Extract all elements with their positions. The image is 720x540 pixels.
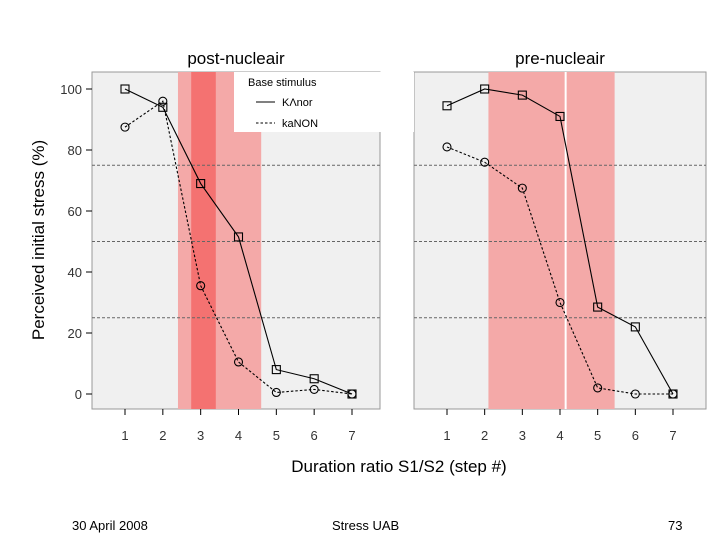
- panel-2-series-2-point-5: [593, 383, 603, 393]
- panel-2-x-tick-label-1: 1: [443, 428, 450, 443]
- panel-1-title: post-nucleair: [187, 49, 285, 68]
- footer-title: Stress UAB: [332, 518, 400, 533]
- panel-1-x-tick-label-6: 6: [311, 428, 318, 443]
- panel-1-x-tick-label-3: 3: [197, 428, 204, 443]
- panel-2-series-1-point-1: [442, 101, 452, 111]
- y-tick-label-100: 100: [60, 82, 82, 97]
- panel-1-series-2-point-5: [271, 387, 281, 398]
- panel-1-series-2-point-4: [233, 357, 244, 367]
- footer-date: 30 April 2008: [72, 518, 148, 533]
- panel-1-x-tick-label-7: 7: [348, 428, 355, 443]
- panel-1-x-tick-label-4: 4: [235, 428, 242, 443]
- panel-2-series-2-point-1: [442, 142, 452, 152]
- panel-2-series-1-point-3: [517, 90, 527, 100]
- panel-2-series-line-1: [446, 88, 674, 395]
- panel-1-series-1-point-3: [196, 179, 206, 189]
- panel-2-x-tick-label-6: 6: [632, 428, 639, 443]
- panel-1-series-1-point-1: [120, 84, 130, 94]
- panel-2-series-2-point-4: [555, 297, 565, 308]
- panel-2-series-2-point-3: [517, 183, 527, 193]
- panel-2-series-1-point-6: [630, 322, 640, 332]
- panel-1-series-2-point-6: [309, 384, 319, 394]
- y-tick-label-20: 20: [68, 326, 82, 341]
- panel-2-series-1-point-4: [555, 111, 565, 121]
- panel-1-x-tick-label-1: 1: [121, 428, 128, 443]
- legend-label-1: KΛnor: [282, 97, 313, 109]
- panel-2-x-tick-label-2: 2: [481, 428, 488, 443]
- panel-1-series-2-point-3: [196, 281, 206, 291]
- panel-2-x-tick-label-4: 4: [556, 428, 563, 443]
- panel-2-series-line-2: [446, 146, 673, 395]
- panel-2-x-tick-label-3: 3: [519, 428, 526, 443]
- footer-page-number: 73: [668, 518, 683, 533]
- panel-1-series-2-point-1: [120, 122, 130, 132]
- panel-1-series-line-2: [124, 100, 353, 395]
- panel-1-series-1-point-2: [158, 102, 168, 112]
- panel-2-x-tick-label-5: 5: [594, 428, 601, 443]
- panel-2-series-2-point-7: [668, 389, 678, 399]
- panel-1-series-2-point-7: [347, 389, 357, 399]
- panel-1-x-tick-label-5: 5: [273, 428, 280, 443]
- panel-1-series-1-point-4: [233, 232, 244, 242]
- x-axis-label: Duration ratio S1/S2 (step #): [291, 457, 506, 476]
- panel-2-shaded-band-1: [488, 72, 615, 409]
- y-tick-label-40: 40: [68, 265, 82, 280]
- y-tick-label-0: 0: [75, 387, 82, 402]
- y-axis-label: Perceived initial stress (%): [29, 140, 48, 340]
- panel-1-series-1-point-5: [271, 365, 281, 375]
- y-tick-label-60: 60: [68, 204, 82, 219]
- panel-1-series-line-1: [124, 88, 353, 395]
- panel-2-series-1-point-5: [593, 302, 603, 312]
- panel-2-series-2-point-6: [630, 389, 640, 399]
- panel-1-x-tick-label-2: 2: [159, 428, 166, 443]
- panel-2-title: pre-nucleair: [515, 49, 605, 68]
- panel-1-series-1-point-6: [309, 374, 319, 384]
- panel-1-series-2-point-2: [158, 96, 168, 106]
- panel-2-series-2-point-2: [480, 157, 490, 167]
- panel-2-x-tick-label-7: 7: [669, 428, 676, 443]
- panel-2-series-1-point-2: [480, 84, 490, 94]
- y-tick-label-80: 80: [68, 143, 82, 158]
- panel-1-shaded-band-2: [191, 72, 216, 409]
- legend-title: Base stimulus: [248, 77, 317, 89]
- legend-label-2: kaNON: [282, 118, 318, 130]
